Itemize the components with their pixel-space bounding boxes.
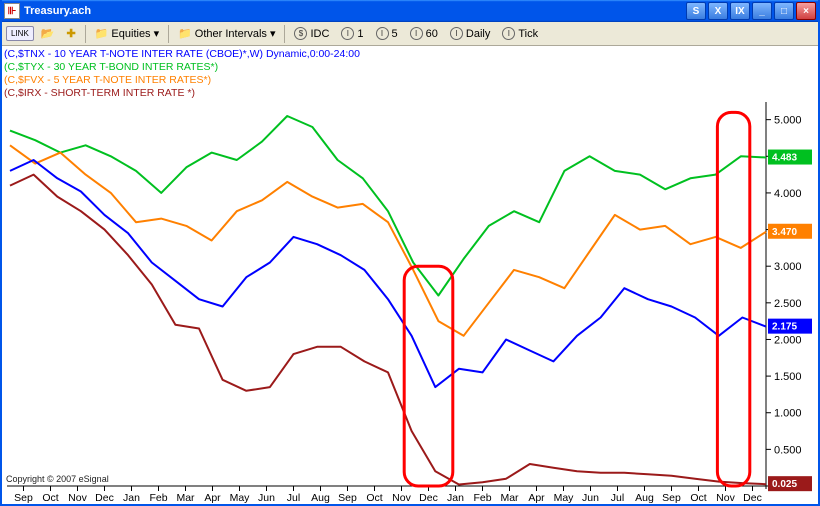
- svg-text:Aug: Aug: [311, 492, 330, 504]
- svg-text:4.000: 4.000: [774, 188, 802, 200]
- interval-icon: I: [502, 27, 515, 40]
- svg-text:1.500: 1.500: [774, 371, 802, 383]
- svg-text:Aug: Aug: [635, 492, 654, 504]
- svg-text:Nov: Nov: [716, 492, 735, 504]
- svg-text:Jul: Jul: [611, 492, 624, 504]
- svg-text:Mar: Mar: [500, 492, 519, 504]
- add-icon[interactable]: ✚: [62, 24, 81, 43]
- folder-icon: 📁: [178, 27, 192, 40]
- svg-text:Oct: Oct: [690, 492, 706, 504]
- svg-text:Feb: Feb: [473, 492, 491, 504]
- interval-tick[interactable]: I Tick: [497, 24, 543, 43]
- svg-text:Jan: Jan: [447, 492, 464, 504]
- app-window: ⊪ Treasury.ach S X IX _ □ × LINK 📂 ✚ 📁Eq…: [0, 0, 820, 506]
- app-icon: ⊪: [4, 3, 20, 19]
- interval-icon: I: [376, 27, 389, 40]
- link-button[interactable]: LINK: [6, 26, 34, 41]
- svg-text:Jun: Jun: [258, 492, 275, 504]
- svg-text:Nov: Nov: [68, 492, 87, 504]
- svg-text:5.000: 5.000: [774, 115, 802, 127]
- window-buttons: S X IX _ □ ×: [686, 2, 816, 20]
- equities-menu[interactable]: 📁Equities ▾: [90, 24, 164, 43]
- svg-text:May: May: [230, 492, 251, 504]
- window-title: Treasury.ach: [24, 5, 686, 17]
- interval-daily[interactable]: I Daily: [445, 24, 495, 43]
- svg-text:May: May: [554, 492, 575, 504]
- chevron-down-icon: ▾: [270, 27, 276, 40]
- close-button[interactable]: ×: [796, 2, 816, 20]
- maximize-button[interactable]: □: [774, 2, 794, 20]
- folder-icon: 📁: [95, 27, 109, 40]
- svg-text:0.500: 0.500: [774, 444, 802, 456]
- svg-text:Sep: Sep: [14, 492, 33, 504]
- svg-text:Oct: Oct: [366, 492, 382, 504]
- minimize-button[interactable]: _: [752, 2, 772, 20]
- svg-text:Sep: Sep: [338, 492, 357, 504]
- interval-60[interactable]: I 60: [405, 24, 443, 43]
- svg-text:2.175: 2.175: [772, 322, 797, 333]
- btn-ix[interactable]: IX: [730, 2, 750, 20]
- chevron-down-icon: ▾: [154, 27, 160, 40]
- svg-text:1.000: 1.000: [774, 408, 802, 420]
- svg-text:3.000: 3.000: [774, 261, 802, 273]
- svg-text:Apr: Apr: [204, 492, 221, 504]
- idc-button[interactable]: $ IDC: [289, 24, 334, 43]
- svg-text:Mar: Mar: [176, 492, 195, 504]
- svg-text:Oct: Oct: [42, 492, 58, 504]
- svg-text:Dec: Dec: [95, 492, 114, 504]
- chart-area[interactable]: (C,$TNX - 10 YEAR T-NOTE INTER RATE (CBO…: [2, 46, 818, 504]
- titlebar[interactable]: ⊪ Treasury.ach S X IX _ □ ×: [2, 0, 818, 22]
- svg-text:4.483: 4.483: [772, 153, 797, 164]
- svg-text:Apr: Apr: [528, 492, 545, 504]
- svg-text:2.000: 2.000: [774, 334, 802, 346]
- interval-icon: I: [410, 27, 423, 40]
- chart-svg: 0.5001.0001.5002.0002.5003.0003.5004.000…: [2, 46, 818, 504]
- btn-x[interactable]: X: [708, 2, 728, 20]
- toolbar: LINK 📂 ✚ 📁Equities ▾ 📁Other Intervals ▾ …: [2, 22, 818, 46]
- interval-5[interactable]: I 5: [371, 24, 403, 43]
- interval-1[interactable]: I 1: [336, 24, 368, 43]
- svg-text:Jan: Jan: [123, 492, 140, 504]
- open-icon[interactable]: 📂: [36, 24, 60, 43]
- svg-text:Jun: Jun: [582, 492, 599, 504]
- svg-text:3.470: 3.470: [772, 227, 797, 238]
- svg-text:Jul: Jul: [287, 492, 300, 504]
- svg-text:Dec: Dec: [743, 492, 762, 504]
- btn-s[interactable]: S: [686, 2, 706, 20]
- dollar-icon: $: [294, 27, 307, 40]
- interval-icon: I: [341, 27, 354, 40]
- svg-text:Feb: Feb: [149, 492, 167, 504]
- svg-text:Dec: Dec: [419, 492, 438, 504]
- svg-text:Nov: Nov: [392, 492, 411, 504]
- interval-icon: I: [450, 27, 463, 40]
- svg-text:2.500: 2.500: [774, 298, 802, 310]
- other-intervals-menu[interactable]: 📁Other Intervals ▾: [173, 24, 280, 43]
- svg-text:0.025: 0.025: [772, 479, 797, 490]
- svg-text:Sep: Sep: [662, 492, 681, 504]
